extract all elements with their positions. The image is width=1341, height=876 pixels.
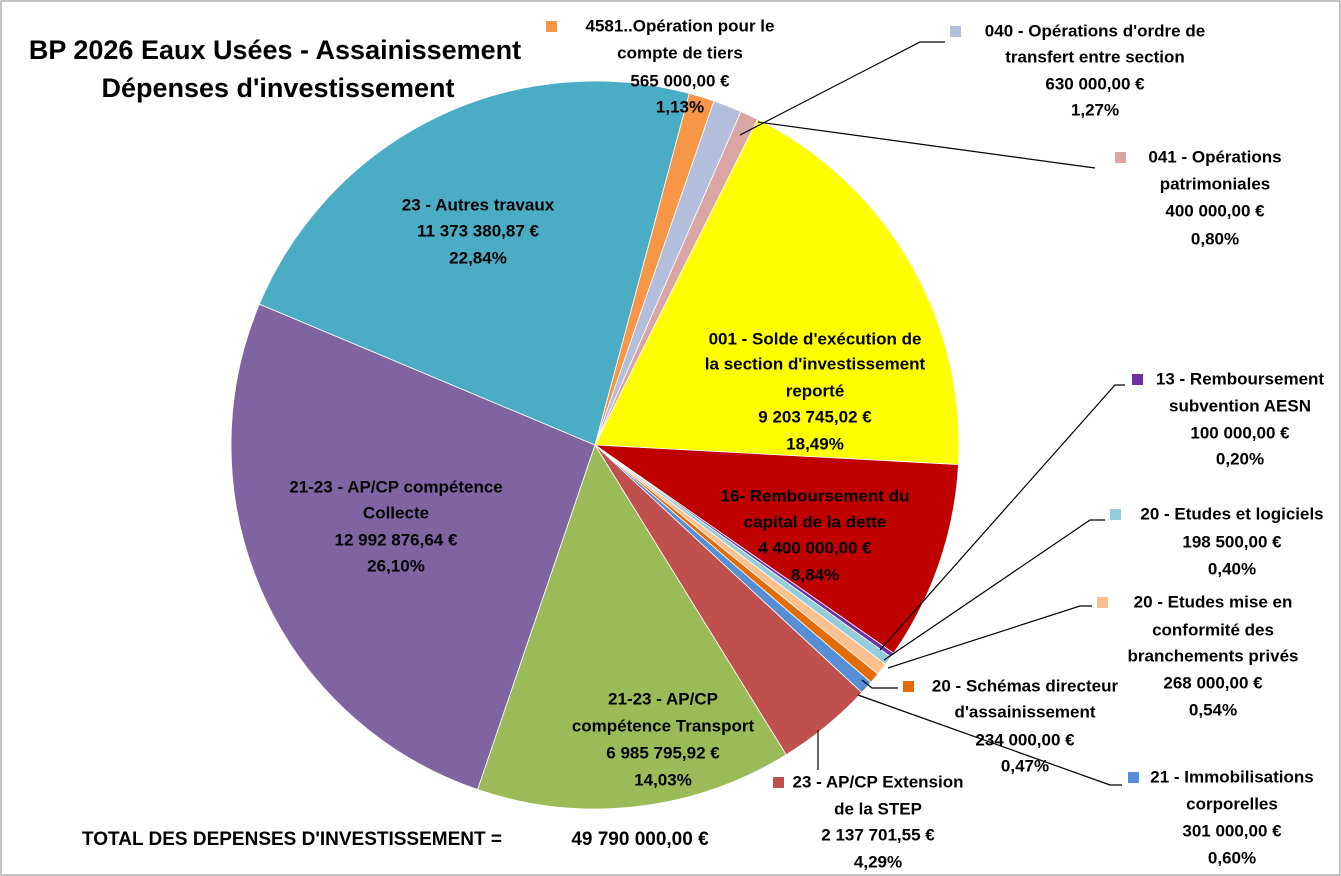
value-label: 565 000,00 € bbox=[630, 71, 730, 90]
slice-label: 21-23 - AP/CP bbox=[608, 689, 718, 708]
slice-label: compte de tiers bbox=[617, 43, 743, 62]
value-label: 4 400 000,00 € bbox=[758, 538, 872, 557]
percent-label: 22,84% bbox=[449, 248, 507, 267]
slice-label: 20 - Etudes et logiciels bbox=[1140, 504, 1323, 523]
total-label: TOTAL DES DEPENSES D'INVESTISSEMENT = bbox=[82, 829, 502, 850]
slice-label: subvention AESN bbox=[1169, 396, 1311, 415]
leader-line bbox=[857, 694, 1122, 786]
value-label: 630 000,00 € bbox=[1045, 74, 1145, 93]
legend-swatch bbox=[903, 681, 914, 692]
value-label: 301 000,00 € bbox=[1182, 821, 1282, 840]
pie-slice bbox=[477, 444, 787, 810]
slice-label: de la STEP bbox=[834, 799, 922, 818]
percent-label: 0,40% bbox=[1208, 559, 1256, 578]
slice-label: 21 - Immobilisations bbox=[1150, 767, 1313, 786]
value-label: 11 373 380,87 € bbox=[417, 221, 540, 240]
legend-swatch bbox=[950, 26, 961, 37]
total-value: 49 790 000,00 € bbox=[571, 829, 709, 850]
slice-label: 20 - Schémas directeur bbox=[932, 676, 1119, 695]
slice-label: 041 - Opérations bbox=[1148, 147, 1281, 166]
legend-swatch bbox=[546, 21, 557, 32]
legend-swatch bbox=[1132, 374, 1143, 385]
value-label: 198 500,00 € bbox=[1182, 532, 1282, 551]
slice-label: reporté bbox=[786, 381, 845, 400]
leader-line bbox=[887, 605, 1092, 669]
slice-label: 23 - AP/CP Extension bbox=[793, 772, 964, 791]
percent-label: 1,13% bbox=[656, 97, 704, 116]
slice-label: transfert entre section bbox=[1005, 47, 1185, 66]
leader-line bbox=[739, 41, 945, 136]
legend-swatch bbox=[773, 777, 784, 788]
percent-label: 26,10% bbox=[367, 556, 425, 575]
percent-label: 1,27% bbox=[1071, 100, 1119, 119]
percent-label: 0,20% bbox=[1216, 449, 1264, 468]
legend-swatch bbox=[1115, 152, 1126, 163]
pie-slice bbox=[594, 118, 960, 465]
value-label: 2 137 701,55 € bbox=[821, 825, 935, 844]
chart-title: Dépenses d'investissement bbox=[101, 73, 454, 103]
slice-label: 040 - Opérations d'ordre de bbox=[985, 21, 1205, 40]
legend-swatch bbox=[1110, 509, 1121, 520]
percent-label: 18,49% bbox=[786, 434, 844, 453]
slice-label: 20 - Etudes mise en bbox=[1134, 592, 1293, 611]
slice-label: la section d'investissement bbox=[705, 354, 926, 373]
pie-slice bbox=[258, 80, 690, 446]
value-label: 234 000,00 € bbox=[975, 730, 1075, 749]
value-label: 6 985 795,92 € bbox=[606, 743, 720, 762]
leader-line bbox=[861, 679, 898, 689]
legend-swatch bbox=[1128, 772, 1139, 783]
slice-label: 16- Remboursement du bbox=[721, 486, 910, 505]
percent-label: 14,03% bbox=[634, 770, 692, 789]
value-label: 9 203 745,02 € bbox=[758, 407, 872, 426]
percent-label: 0,80% bbox=[1191, 229, 1239, 248]
percent-label: 0,54% bbox=[1189, 700, 1237, 719]
pie-slice bbox=[230, 303, 596, 791]
leader-line bbox=[879, 384, 1125, 651]
leader-line bbox=[883, 519, 1105, 661]
percent-label: 4,29% bbox=[854, 852, 902, 871]
value-label: 268 000,00 € bbox=[1163, 673, 1263, 692]
slice-label: 4581..Opération pour le bbox=[586, 16, 775, 35]
value-label: 400 000,00 € bbox=[1165, 201, 1265, 220]
percent-label: 0,60% bbox=[1208, 848, 1256, 867]
leader-line bbox=[757, 121, 1096, 169]
value-label: 12 992 876,64 € bbox=[335, 530, 458, 549]
slice-label: capital de la dette bbox=[744, 512, 887, 531]
legend-swatch bbox=[1097, 597, 1108, 608]
pie-slice bbox=[593, 444, 959, 654]
slice-label: patrimoniales bbox=[1160, 174, 1271, 193]
slice-label: d'assainissement bbox=[954, 702, 1095, 721]
slice-label: 13 - Remboursement bbox=[1156, 369, 1324, 388]
value-label: 100 000,00 € bbox=[1190, 423, 1290, 442]
slice-label: Collecte bbox=[363, 503, 429, 522]
slice-label: 23 - Autres travaux bbox=[402, 195, 555, 214]
slice-label: corporelles bbox=[1186, 794, 1278, 813]
slice-label: 001 - Solde d'exécution de bbox=[709, 329, 922, 348]
slice-label: branchements privés bbox=[1127, 646, 1298, 665]
percent-label: 8,84% bbox=[791, 565, 839, 584]
slice-label: 21-23 - AP/CP compétence bbox=[289, 477, 503, 496]
percent-label: 0,47% bbox=[1001, 756, 1049, 775]
slice-label: conformité des bbox=[1152, 620, 1274, 639]
chart-title: BP 2026 Eaux Usées - Assainissement bbox=[29, 35, 521, 65]
slice-label: compétence Transport bbox=[572, 716, 755, 735]
